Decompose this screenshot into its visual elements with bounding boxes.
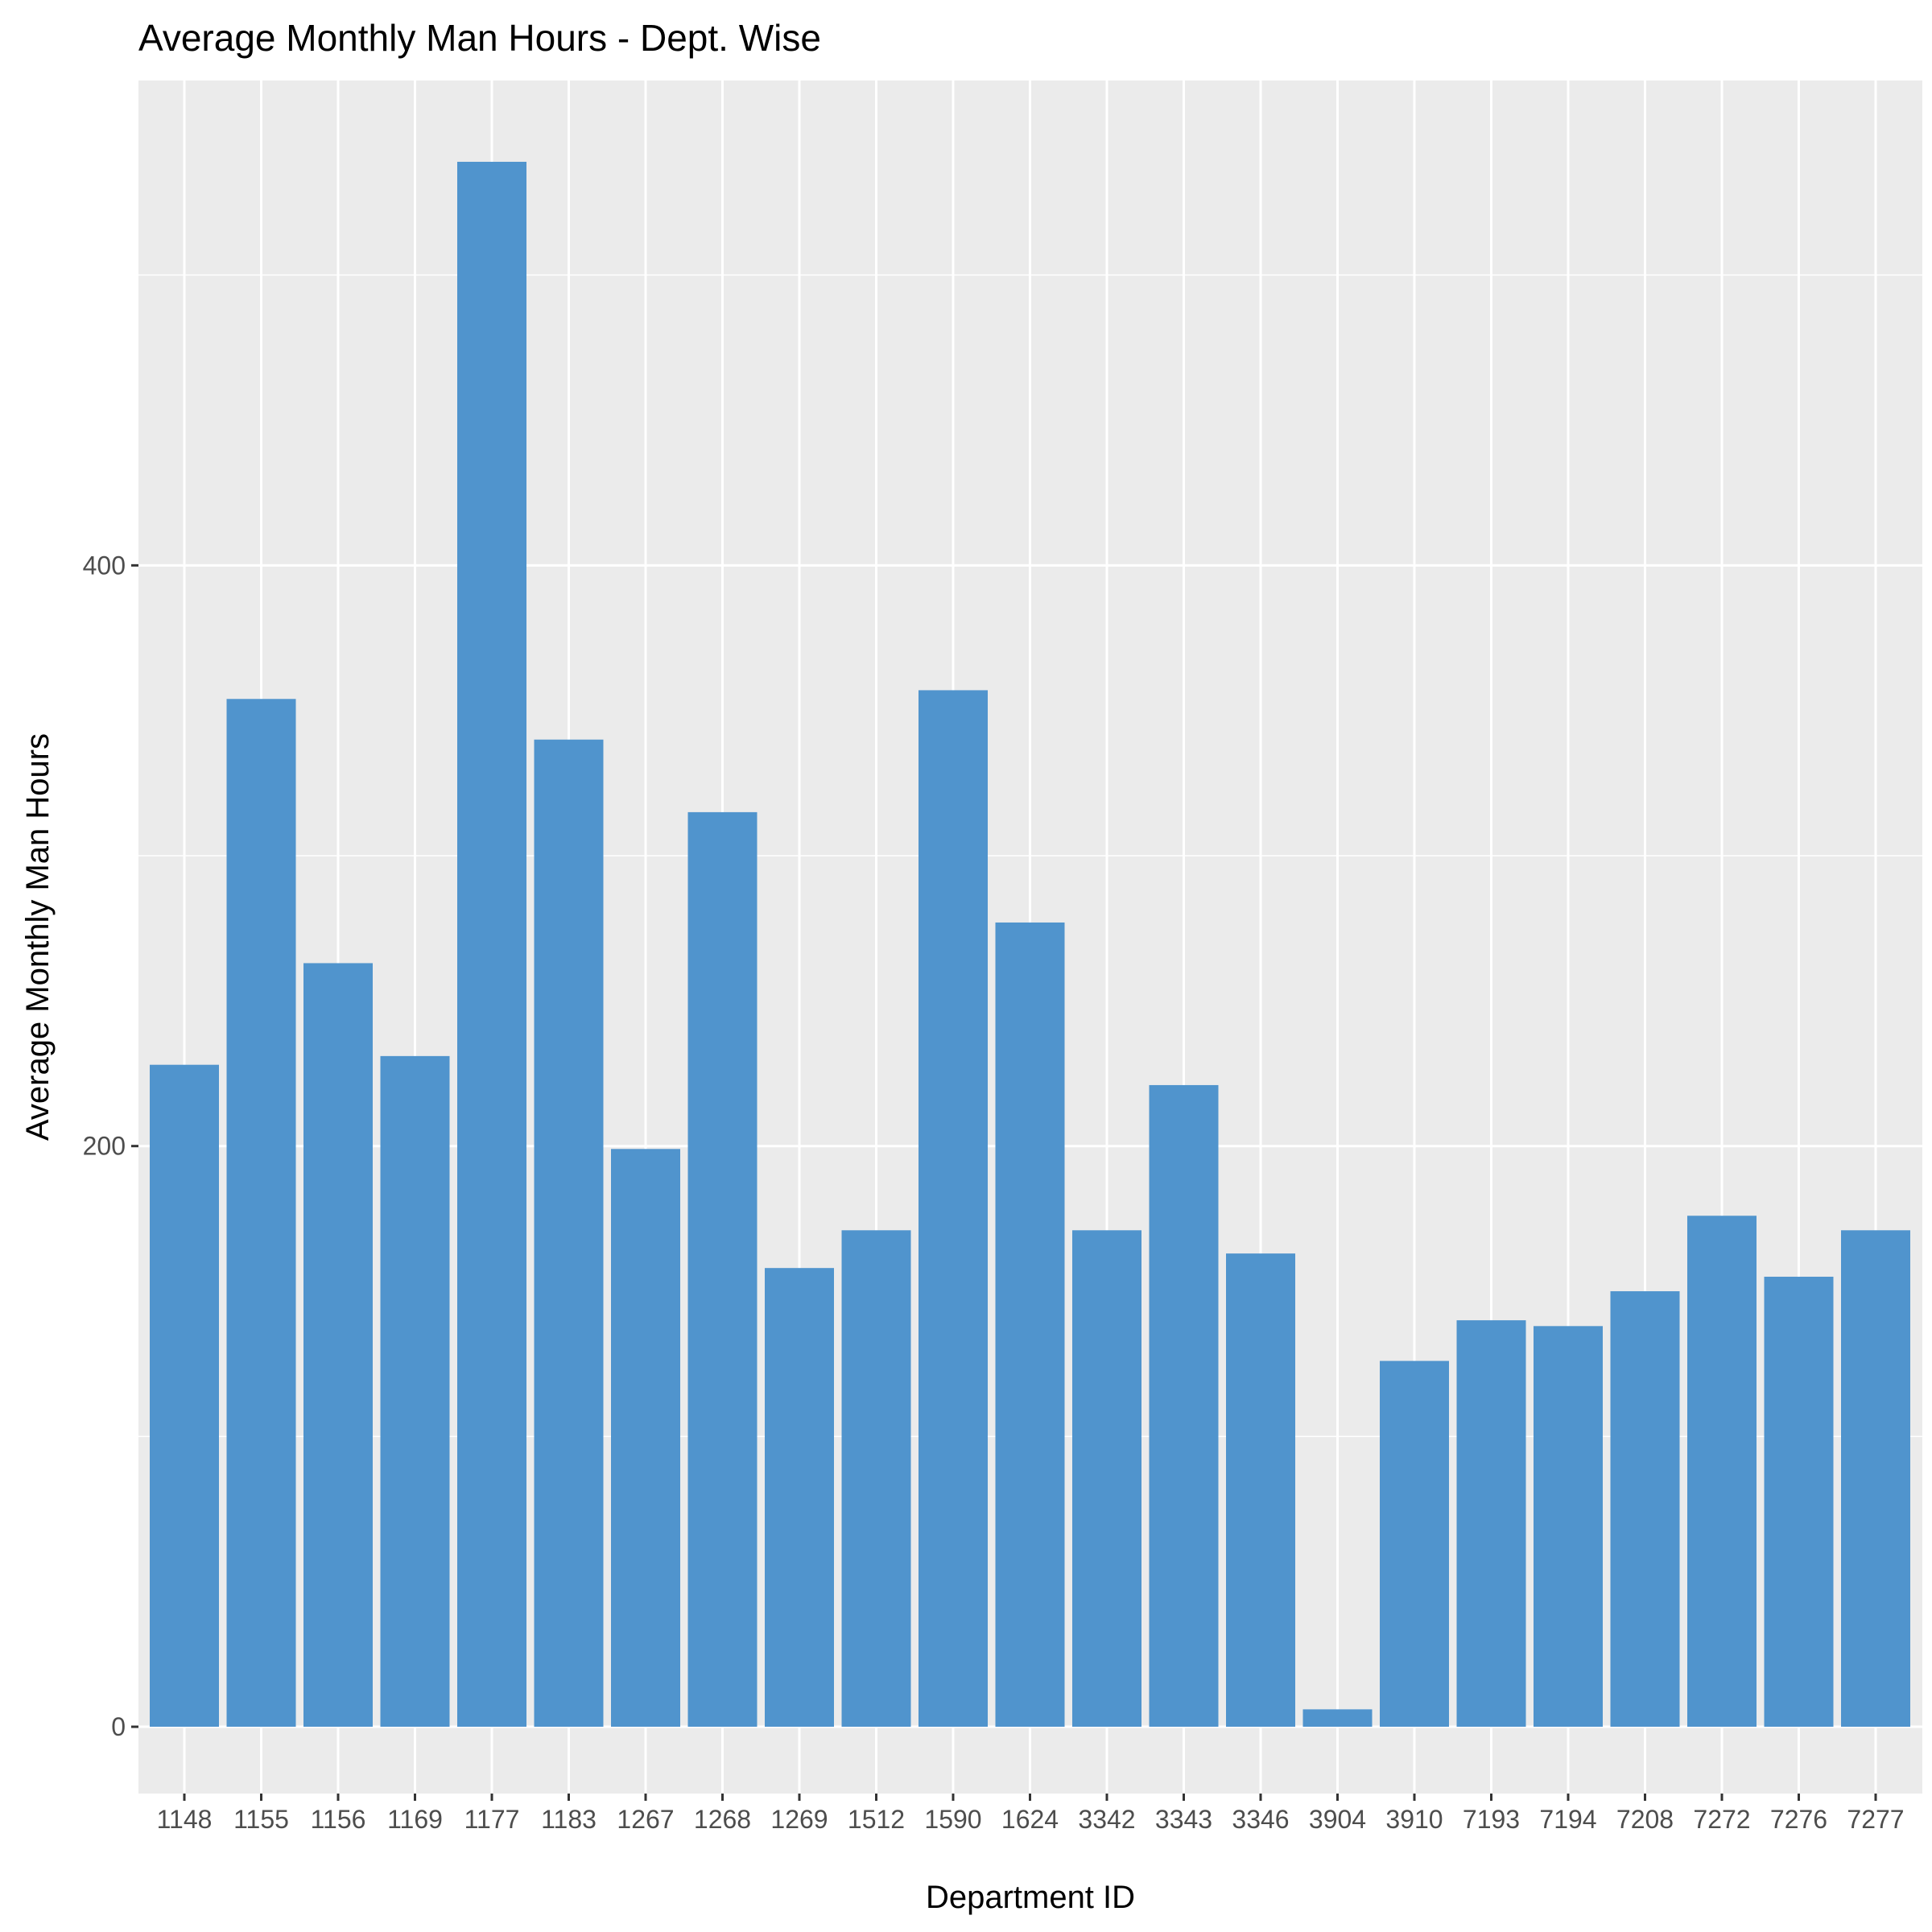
x-tick-label: 3910 (1385, 1805, 1443, 1834)
bar-1269 (765, 1268, 834, 1728)
bar-7276 (1764, 1276, 1834, 1728)
x-tick-label: 1268 (694, 1805, 751, 1834)
x-tick-label: 7276 (1770, 1805, 1827, 1834)
bar-7208 (1610, 1291, 1680, 1728)
x-tick-label: 1512 (848, 1805, 905, 1834)
x-tick-label: 7193 (1463, 1805, 1520, 1834)
x-tick-label: 3342 (1078, 1805, 1135, 1834)
x-tick-label: 1267 (617, 1805, 674, 1834)
bar-1155 (226, 699, 296, 1728)
chart-title: Average Monthly Man Hours - Dept. Wise (138, 17, 821, 59)
bar-7193 (1456, 1320, 1526, 1728)
x-tick-label: 7208 (1616, 1805, 1674, 1834)
x-tick-label: 7277 (1847, 1805, 1904, 1834)
x-tick-label: 1183 (541, 1805, 597, 1834)
bar-3904 (1302, 1709, 1373, 1728)
bar-7272 (1687, 1216, 1757, 1728)
x-tick-label: 7272 (1693, 1805, 1750, 1834)
x-tick-label: 3343 (1155, 1805, 1212, 1834)
bar-3346 (1226, 1253, 1295, 1728)
x-tick-label: 1155 (233, 1805, 289, 1834)
x-tick-label: 1269 (770, 1805, 828, 1834)
y-tick-label: 400 (83, 551, 126, 580)
bar-1169 (380, 1055, 450, 1728)
x-tick-label: 3346 (1232, 1805, 1289, 1834)
bar-3910 (1380, 1360, 1449, 1728)
bar-1156 (303, 963, 373, 1728)
bar-1148 (150, 1064, 219, 1728)
bar-7277 (1841, 1230, 1910, 1728)
y-axis: 0 200 400 (83, 551, 138, 1741)
bar-1268 (687, 811, 758, 1728)
x-axis-title: Department ID (926, 1880, 1135, 1915)
y-tick-label: 0 (111, 1712, 126, 1741)
bar-1512 (841, 1230, 911, 1728)
bars (150, 161, 1910, 1728)
bar-1267 (611, 1149, 680, 1728)
x-axis: 1148 1155 1156 1169 1177 1183 1267 1268 1269 1512… (157, 1794, 1905, 1834)
bar-3343 (1149, 1084, 1219, 1728)
x-tick-label: 3904 (1309, 1805, 1366, 1834)
x-tick-label: 1624 (1001, 1805, 1059, 1834)
y-axis-title: Average Monthly Man Hours (20, 733, 56, 1141)
x-tick-label: 1169 (387, 1805, 443, 1834)
x-tick-label: 1148 (157, 1805, 213, 1834)
bar-7194 (1534, 1326, 1603, 1728)
x-tick-label: 1177 (464, 1805, 520, 1834)
x-tick-label: 1156 (311, 1805, 366, 1834)
bar-1624 (995, 922, 1065, 1728)
x-tick-label: 7194 (1539, 1805, 1596, 1834)
bar-1590 (919, 690, 988, 1728)
y-tick-label: 200 (83, 1132, 126, 1161)
bar-1183 (534, 739, 604, 1728)
x-tick-label: 1590 (924, 1805, 981, 1834)
bar-3342 (1072, 1230, 1141, 1728)
bar-1177 (457, 161, 526, 1728)
